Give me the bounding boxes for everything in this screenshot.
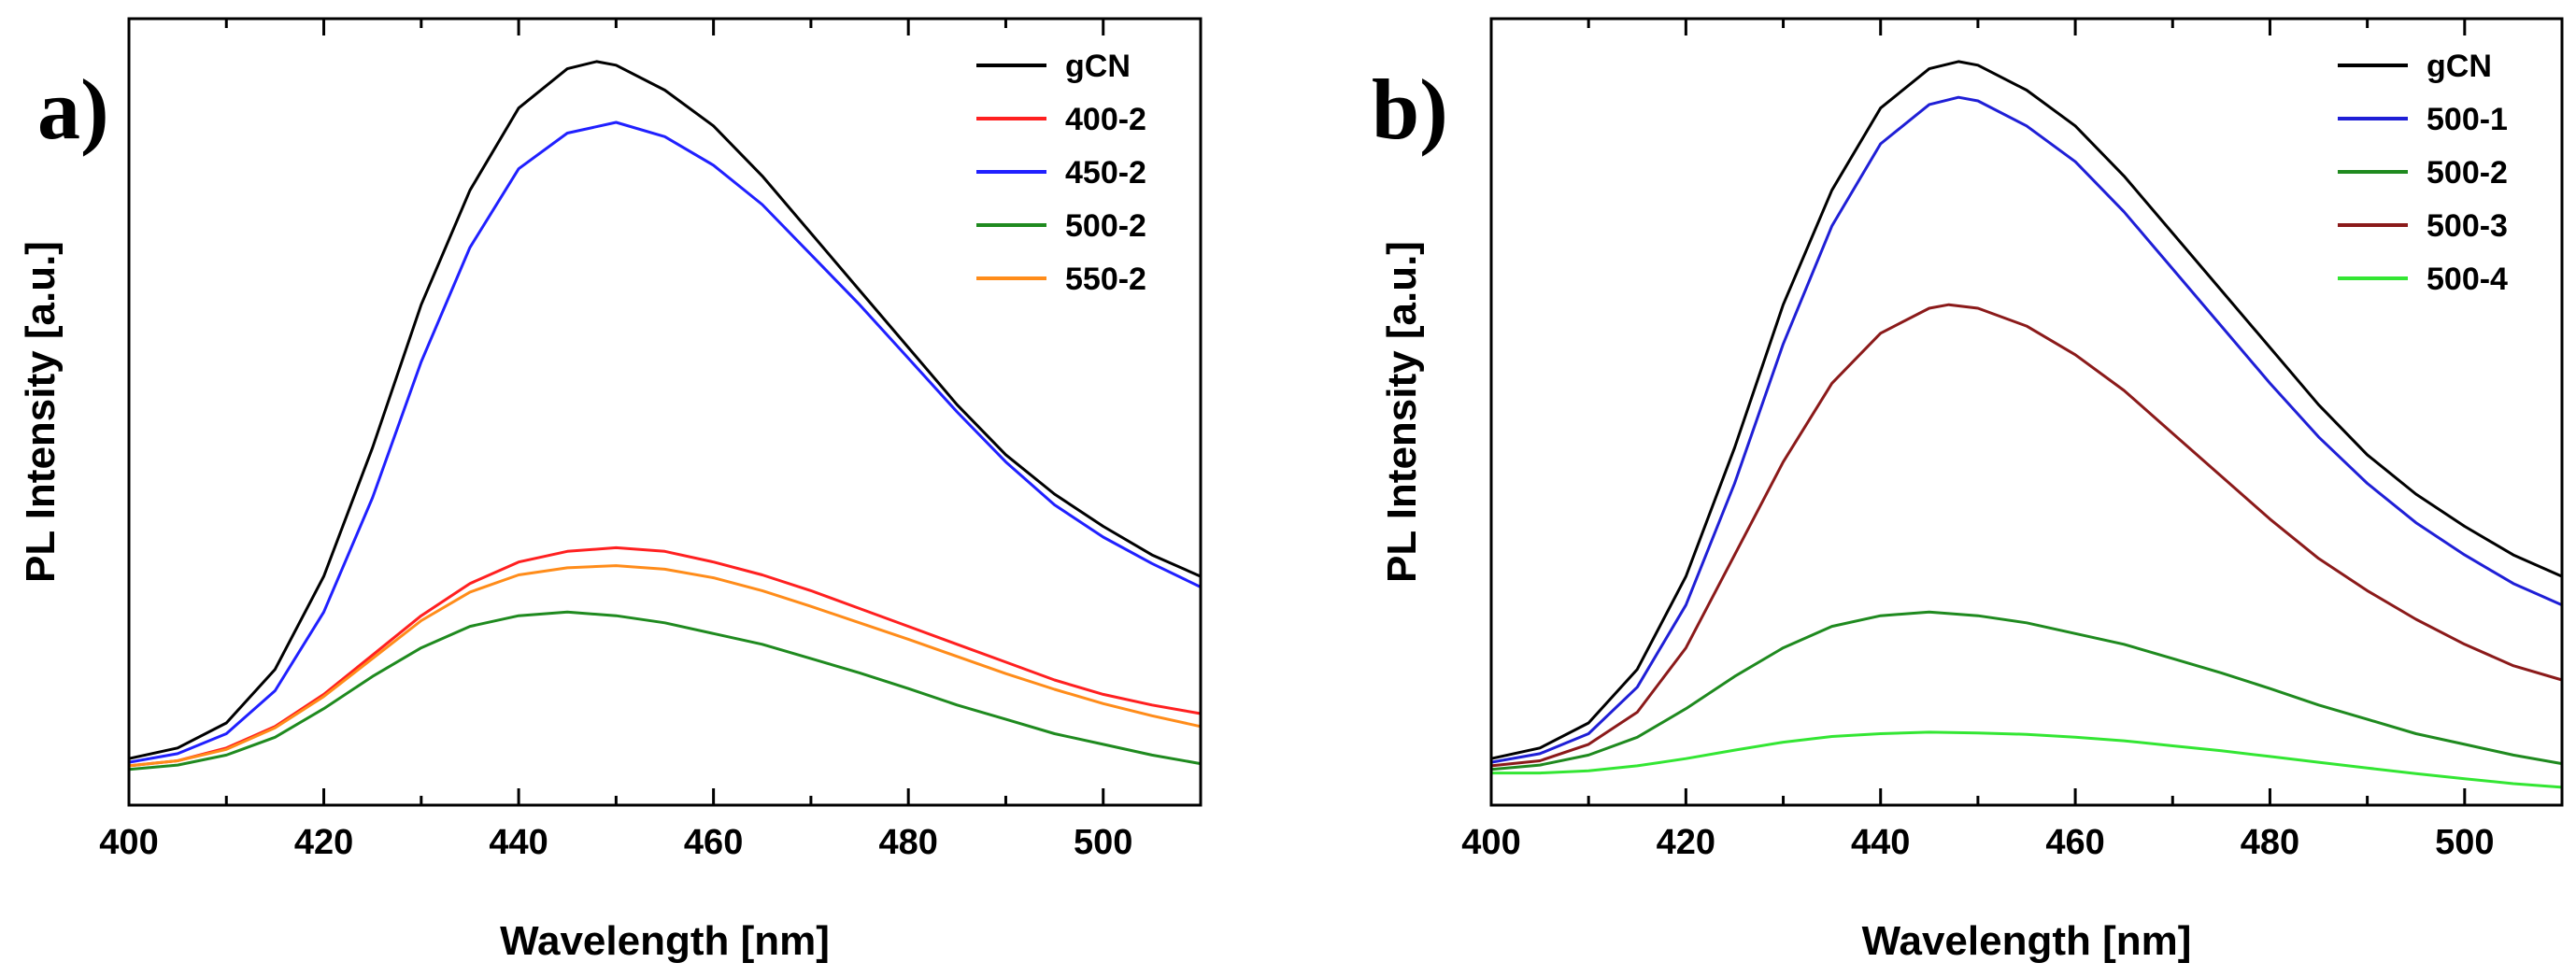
x-tick-label: 500	[1074, 823, 1132, 862]
x-tick-label: 460	[684, 823, 743, 862]
legend-label-gCN: gCN	[1065, 49, 1131, 84]
panel-a: 400 420 440 460 480 500 Wavelength [nm] PL Inte…	[18, 17, 1203, 964]
x-axis-title: Wavelength [nm]	[1862, 918, 2192, 964]
y-axis-title: PL Intensity [a.u.]	[18, 241, 64, 583]
series-line-400-2	[128, 545, 1202, 768]
series-line-550-2	[128, 564, 1202, 768]
plot-frame	[1489, 17, 2564, 807]
series-line-gCN	[128, 60, 1202, 760]
legend-label-500-4: 500-4	[2427, 262, 2508, 297]
legend-label-gCN: gCN	[2427, 49, 2492, 84]
y-axis-title: PL Intensity [a.u.]	[1379, 241, 1425, 583]
x-axis-title: Wavelength [nm]	[500, 918, 830, 964]
x-tick-label: 400	[99, 823, 158, 862]
legend-label-550-2: 550-2	[1065, 262, 1146, 297]
series-line-500-4	[1491, 730, 2563, 789]
series-line-gCN	[1490, 60, 2563, 760]
legend-label-500-1: 500-1	[2427, 102, 2508, 137]
x-tick-label: 440	[489, 823, 548, 862]
series-line-500-1	[1490, 95, 2563, 764]
legend-label-500-3: 500-3	[2427, 208, 2508, 244]
x-tick-label: 400	[1461, 823, 1520, 862]
series-line-450-2	[128, 120, 1202, 764]
x-tick-label: 420	[1657, 823, 1715, 862]
legend-label-500-2: 500-2	[1065, 208, 1146, 244]
panel-b: 400 420 440 460 480 500 Wavelength [nm] PL Inte…	[1372, 17, 2564, 964]
legend: gCN 500-1 500-2 500-3 500-4	[2338, 49, 2508, 297]
x-tick-label: 500	[2435, 823, 2494, 862]
series-line-500-2	[128, 610, 1202, 772]
plot-frame	[127, 17, 1203, 807]
series-line-500-3	[1490, 303, 2563, 768]
legend-label-400-2: 400-2	[1065, 102, 1146, 137]
legend-label-450-2: 450-2	[1065, 155, 1146, 191]
panel-label: a)	[37, 62, 109, 157]
panel-label: b)	[1372, 62, 1448, 157]
legend-label-500-2: 500-2	[2427, 155, 2508, 191]
x-tick-label: 440	[1851, 823, 1910, 862]
x-tick-label: 480	[878, 823, 937, 862]
x-tick-label: 460	[2045, 823, 2104, 862]
legend: gCN 400-2 450-2 500-2 550-2	[976, 49, 1146, 297]
x-tick-label: 480	[2241, 823, 2299, 862]
x-tick-label: 420	[294, 823, 353, 862]
series-line-500-2	[1490, 610, 2563, 772]
